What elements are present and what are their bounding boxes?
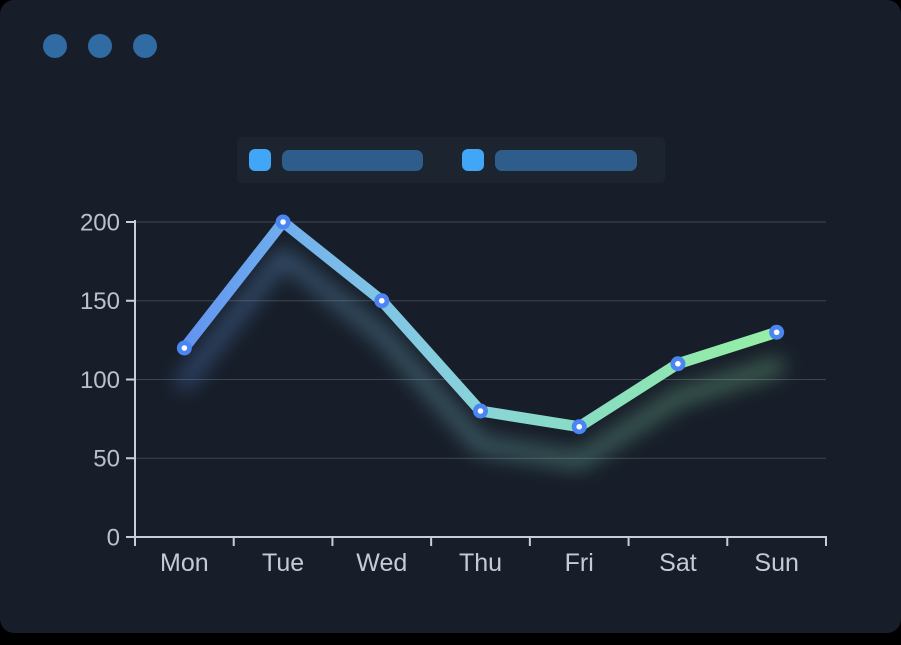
chart-legend	[237, 137, 665, 183]
x-axis-category-label: Wed	[356, 549, 407, 577]
data-point-marker-core	[181, 345, 188, 351]
x-axis-category-label: Thu	[459, 549, 502, 577]
legend-label-placeholder-bar	[495, 149, 637, 171]
data-point-marker-core	[773, 329, 780, 336]
y-axis-tick-label: 200	[80, 209, 120, 236]
window-control-dot[interactable]	[133, 34, 157, 58]
data-point-marker-core	[675, 360, 681, 367]
legend-swatch-icon	[462, 149, 484, 171]
data-point-marker-core	[576, 423, 583, 430]
series-glow	[176, 248, 785, 469]
legend-item-series-1[interactable]	[249, 149, 423, 171]
x-axis-category-label: Fri	[565, 549, 594, 577]
x-axis-category-label: Tue	[262, 549, 304, 577]
x-axis-category-label: Sun	[754, 549, 798, 577]
y-axis-tick-label: 100	[80, 367, 120, 394]
data-point-marker-core	[378, 297, 385, 304]
x-axis-category-label: Mon	[160, 549, 209, 577]
y-axis-tick-label: 0	[107, 524, 120, 551]
window-controls	[43, 34, 157, 58]
window-control-dot[interactable]	[88, 34, 112, 58]
data-point-marker-core	[280, 219, 286, 225]
legend-label-placeholder-bar	[282, 149, 423, 171]
legend-swatch-icon	[249, 149, 271, 171]
y-axis-tick-label: 50	[93, 446, 120, 473]
legend-item-series-2[interactable]	[462, 149, 637, 171]
x-axis-category-label: Sat	[659, 549, 697, 577]
data-point-marker-core	[477, 408, 484, 414]
y-axis-tick-label: 150	[80, 288, 120, 315]
window-control-dot[interactable]	[43, 34, 67, 58]
